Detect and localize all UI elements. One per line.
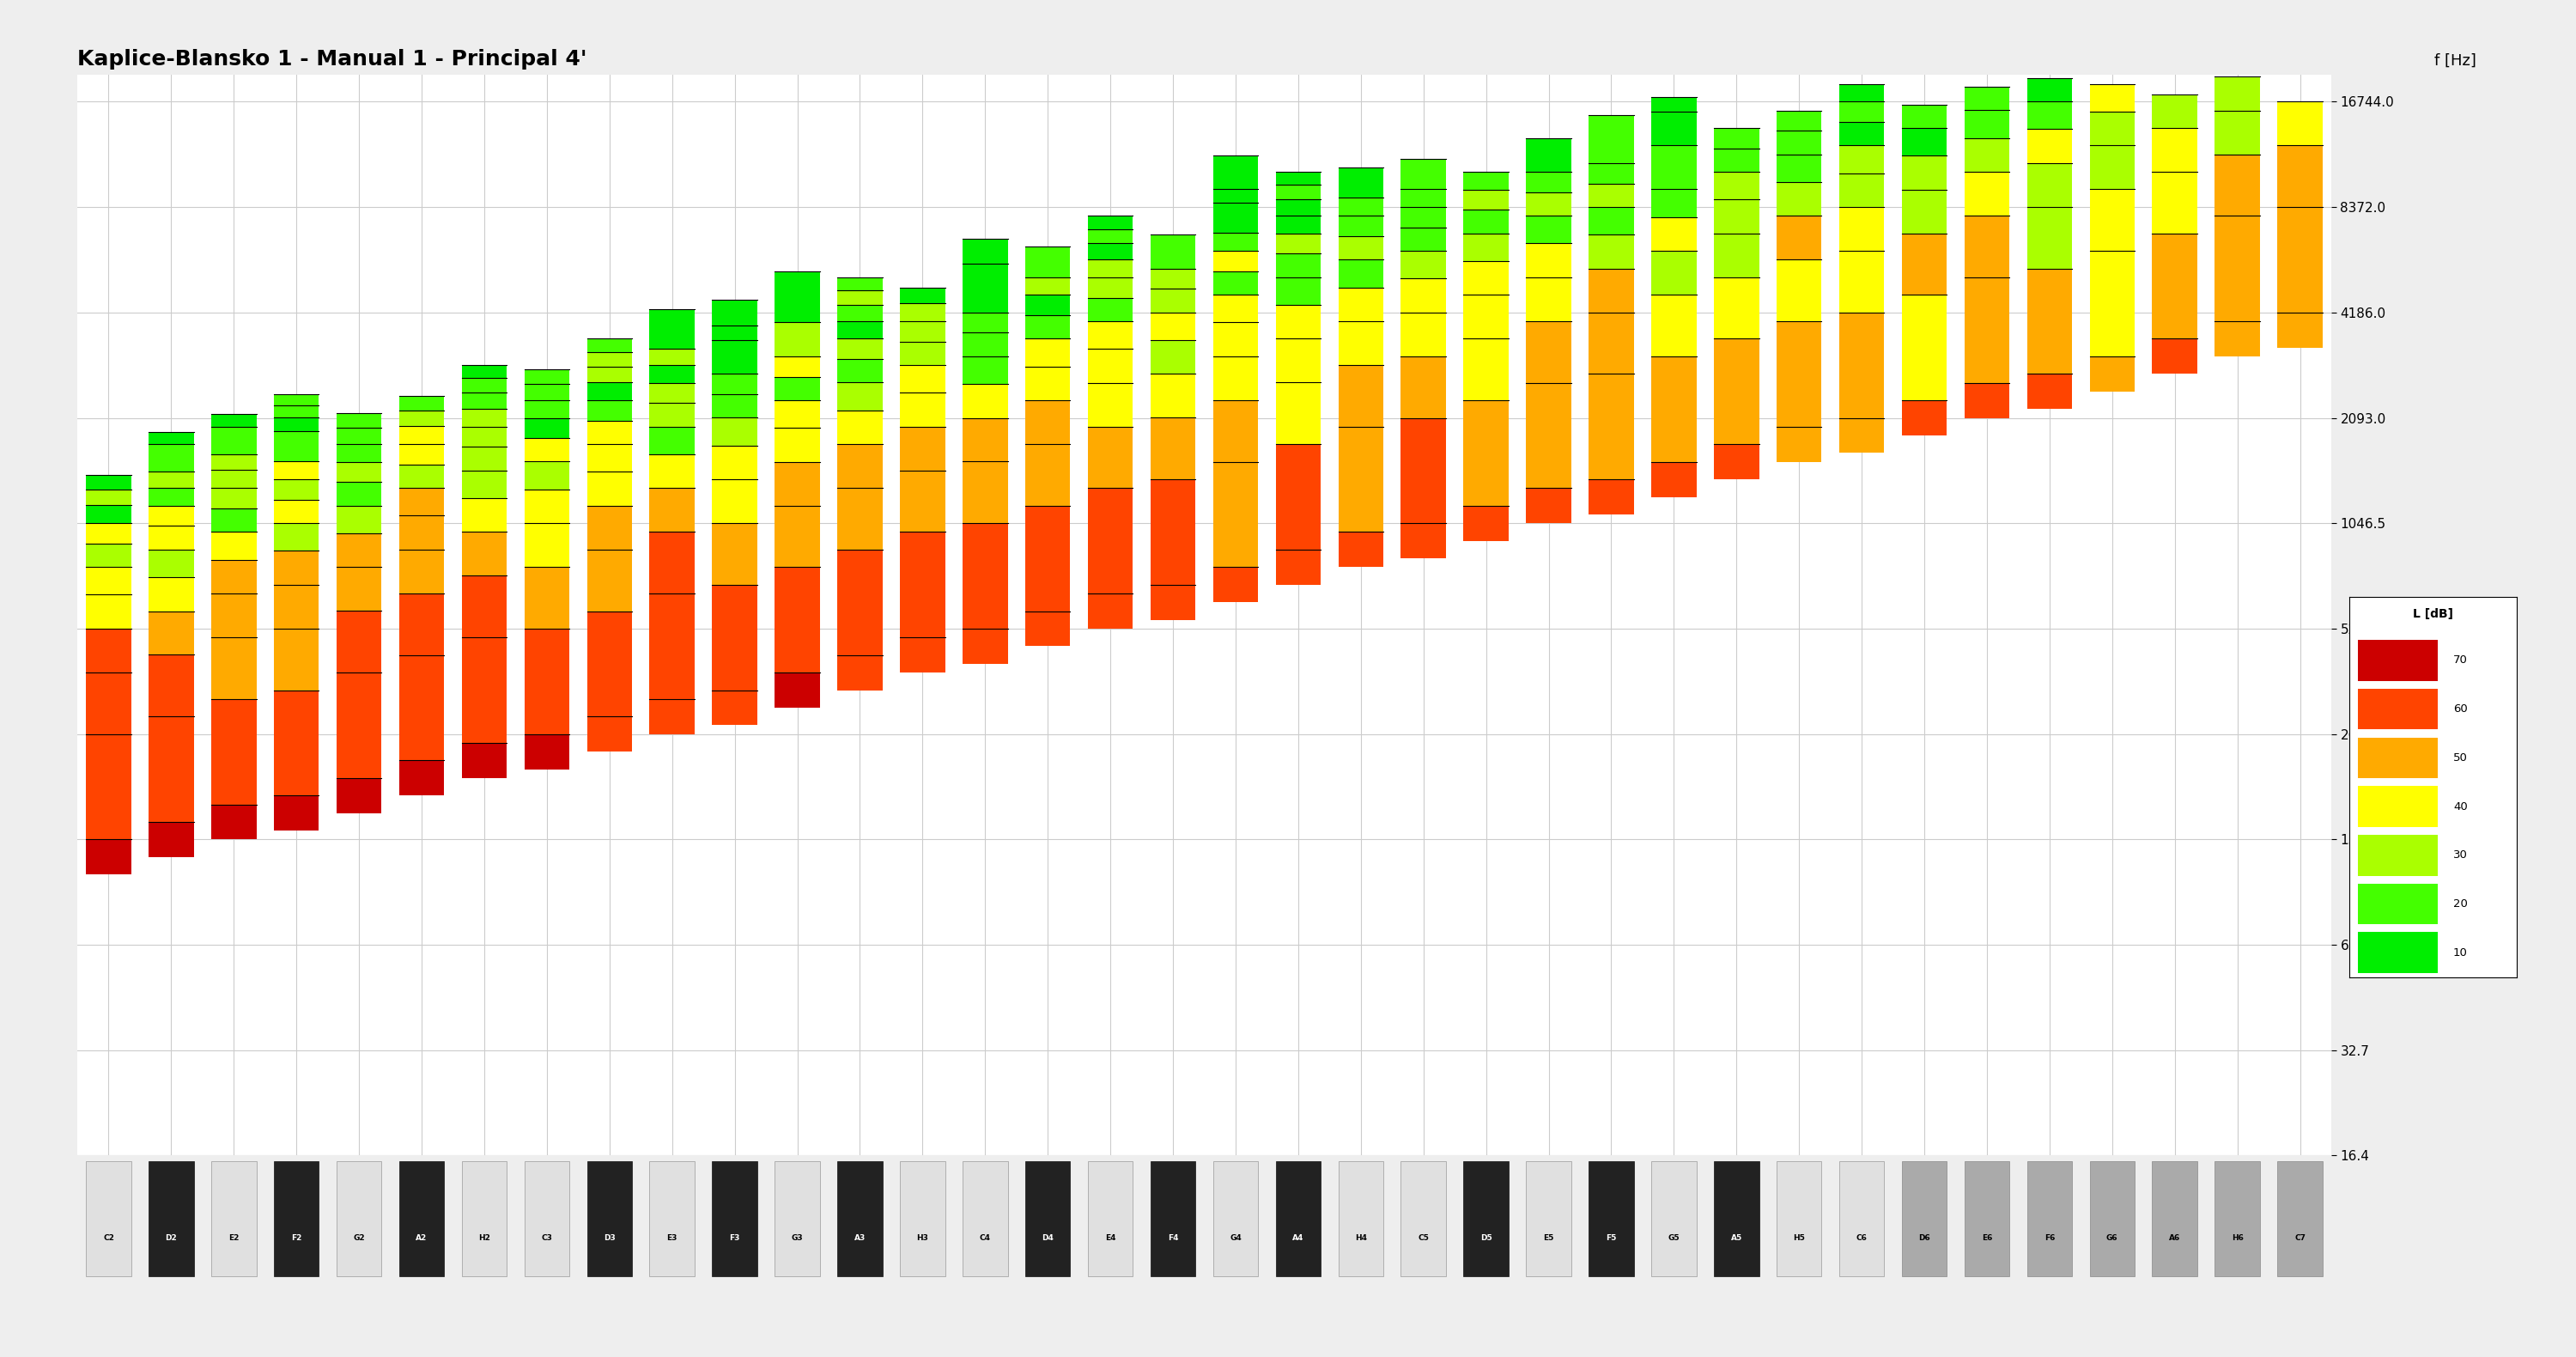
Text: 60: 60 (2452, 703, 2468, 715)
Text: C7: C7 (2295, 1234, 2306, 1242)
Bar (2151, 1162, 2197, 1276)
Text: F4: F4 (1167, 1234, 1177, 1242)
Text: C2: C2 (103, 1234, 113, 1242)
Bar (899, 1162, 945, 1276)
Text: C6: C6 (1857, 1234, 1868, 1242)
Text: 40: 40 (2452, 801, 2468, 811)
Text: 70: 70 (2452, 655, 2468, 666)
Text: C4: C4 (979, 1234, 992, 1242)
Bar (711, 1162, 757, 1276)
Text: G5: G5 (1669, 1234, 1680, 1242)
Bar (2027, 1162, 2071, 1276)
Text: D3: D3 (603, 1234, 616, 1242)
Text: A4: A4 (1293, 1234, 1303, 1242)
Text: G4: G4 (1229, 1234, 1242, 1242)
Text: F5: F5 (1605, 1234, 1618, 1242)
Text: E2: E2 (229, 1234, 240, 1242)
Bar (461, 1162, 507, 1276)
Text: Kaplice-Blansko 1 - Manual 1 - Principal 4': Kaplice-Blansko 1 - Manual 1 - Principal… (77, 49, 587, 69)
Bar (2357, 835, 2437, 875)
Bar (1401, 1162, 1445, 1276)
Text: F2: F2 (291, 1234, 301, 1242)
Bar (1651, 1162, 1698, 1276)
Bar (775, 1162, 819, 1276)
Bar (2357, 688, 2437, 730)
Text: H2: H2 (479, 1234, 489, 1242)
Bar (1463, 1162, 1510, 1276)
Bar (1525, 1162, 1571, 1276)
Text: A5: A5 (1731, 1234, 1741, 1242)
Text: H3: H3 (917, 1234, 927, 1242)
Bar (273, 1162, 319, 1276)
Text: G6: G6 (2107, 1234, 2117, 1242)
Bar (211, 1162, 258, 1276)
Bar (1589, 1162, 1633, 1276)
Text: H5: H5 (1793, 1234, 1806, 1242)
Text: E3: E3 (667, 1234, 677, 1242)
Bar (2357, 641, 2437, 681)
Bar (1025, 1162, 1069, 1276)
Text: H4: H4 (1355, 1234, 1368, 1242)
Text: D2: D2 (165, 1234, 178, 1242)
Text: 50: 50 (2452, 752, 2468, 764)
Bar (85, 1162, 131, 1276)
Text: E4: E4 (1105, 1234, 1115, 1242)
Text: D6: D6 (1919, 1234, 1929, 1242)
Text: 30: 30 (2452, 849, 2468, 860)
Text: G2: G2 (353, 1234, 366, 1242)
Bar (399, 1162, 443, 1276)
Text: A3: A3 (855, 1234, 866, 1242)
Bar (587, 1162, 631, 1276)
Bar (2215, 1162, 2259, 1276)
Bar (149, 1162, 193, 1276)
Bar (837, 1162, 884, 1276)
Text: D4: D4 (1041, 1234, 1054, 1242)
Bar (2357, 786, 2437, 826)
Bar (1151, 1162, 1195, 1276)
Text: E5: E5 (1543, 1234, 1553, 1242)
Text: D5: D5 (1481, 1234, 1492, 1242)
Bar (1087, 1162, 1133, 1276)
Bar (337, 1162, 381, 1276)
Bar (1713, 1162, 1759, 1276)
Bar (1275, 1162, 1321, 1276)
Text: F6: F6 (2045, 1234, 2056, 1242)
Text: F3: F3 (729, 1234, 739, 1242)
Bar (2357, 737, 2437, 779)
Bar (1965, 1162, 2009, 1276)
Text: L [dB]: L [dB] (2414, 608, 2452, 620)
Y-axis label: f [Hz]: f [Hz] (2434, 53, 2476, 68)
Bar (2277, 1162, 2324, 1276)
Text: C5: C5 (1417, 1234, 1430, 1242)
Text: A6: A6 (2169, 1234, 2179, 1242)
Text: 10: 10 (2452, 947, 2468, 958)
Text: C3: C3 (541, 1234, 551, 1242)
Text: G3: G3 (791, 1234, 804, 1242)
Bar (2357, 932, 2437, 973)
Bar (649, 1162, 696, 1276)
Bar (1839, 1162, 1883, 1276)
Text: 20: 20 (2452, 898, 2468, 909)
Bar (526, 1162, 569, 1276)
Bar (2357, 883, 2437, 924)
Text: E6: E6 (1981, 1234, 1991, 1242)
Bar (1901, 1162, 1947, 1276)
Bar (1213, 1162, 1257, 1276)
Bar (1777, 1162, 1821, 1276)
Bar (1340, 1162, 1383, 1276)
Text: H6: H6 (2231, 1234, 2244, 1242)
Text: A2: A2 (415, 1234, 428, 1242)
Bar (2089, 1162, 2136, 1276)
Bar (963, 1162, 1007, 1276)
